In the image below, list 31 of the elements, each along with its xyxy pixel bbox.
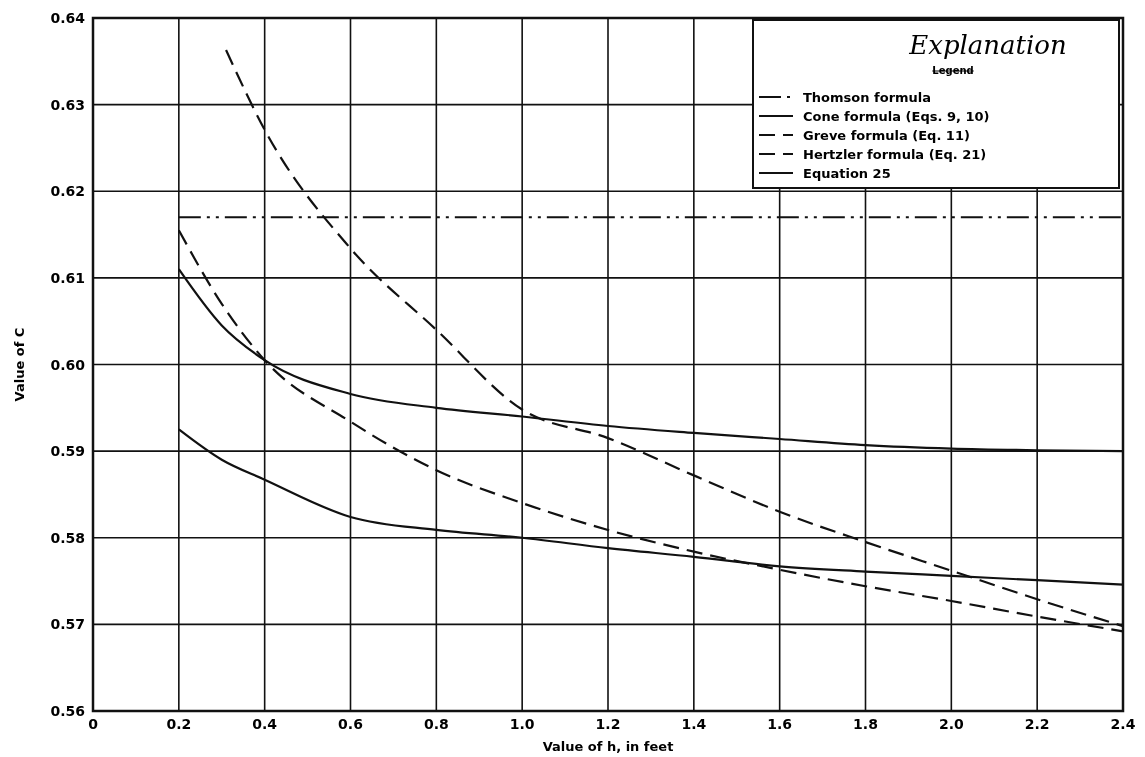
legend-label: Thomson formula bbox=[803, 90, 932, 105]
y-axis-title: Value of C bbox=[12, 327, 27, 402]
x-tick-label: 2.2 bbox=[1024, 716, 1050, 732]
y-tick-label: 0.64 bbox=[50, 10, 86, 26]
x-tick-label: 0.2 bbox=[166, 716, 192, 732]
x-tick-label: 2.4 bbox=[1110, 716, 1136, 732]
x-tick-label: 1.6 bbox=[767, 716, 793, 732]
x-tick-label: 0 bbox=[88, 716, 99, 732]
legend-label: Equation 25 bbox=[803, 166, 891, 181]
y-tick-label: 0.61 bbox=[50, 269, 85, 286]
x-tick-label: 0.4 bbox=[252, 716, 278, 732]
y-tick-label: 0.63 bbox=[50, 96, 85, 113]
legend-label: Greve formula (Eq. 11) bbox=[803, 128, 970, 143]
y-tick-label: 0.60 bbox=[50, 356, 86, 373]
x-tick-label: 1.4 bbox=[681, 716, 707, 732]
legend-title: Explanation bbox=[908, 30, 1067, 60]
x-tick-label: 0.8 bbox=[423, 716, 449, 732]
legend-label: Hertzler formula (Eq. 21) bbox=[803, 147, 987, 162]
x-tick-label: 2.0 bbox=[938, 716, 964, 732]
x-tick-label: 1.2 bbox=[595, 716, 621, 732]
y-tick-label: 0.62 bbox=[50, 183, 85, 200]
y-tick-label: 0.56 bbox=[50, 703, 85, 719]
x-tick-label: 1.0 bbox=[509, 716, 535, 732]
annotation: Legend bbox=[932, 65, 974, 76]
x-tick-label: 1.8 bbox=[853, 716, 878, 732]
y-tick-label: 0.58 bbox=[50, 529, 85, 546]
legend-label: Cone formula (Eqs. 9, 10) bbox=[803, 109, 990, 124]
x-axis-title: Value of h, in feet bbox=[542, 739, 674, 754]
y-tick-label: 0.59 bbox=[50, 443, 85, 460]
y-tick-label: 0.57 bbox=[50, 616, 85, 633]
x-tick-label: 0.6 bbox=[338, 716, 363, 732]
